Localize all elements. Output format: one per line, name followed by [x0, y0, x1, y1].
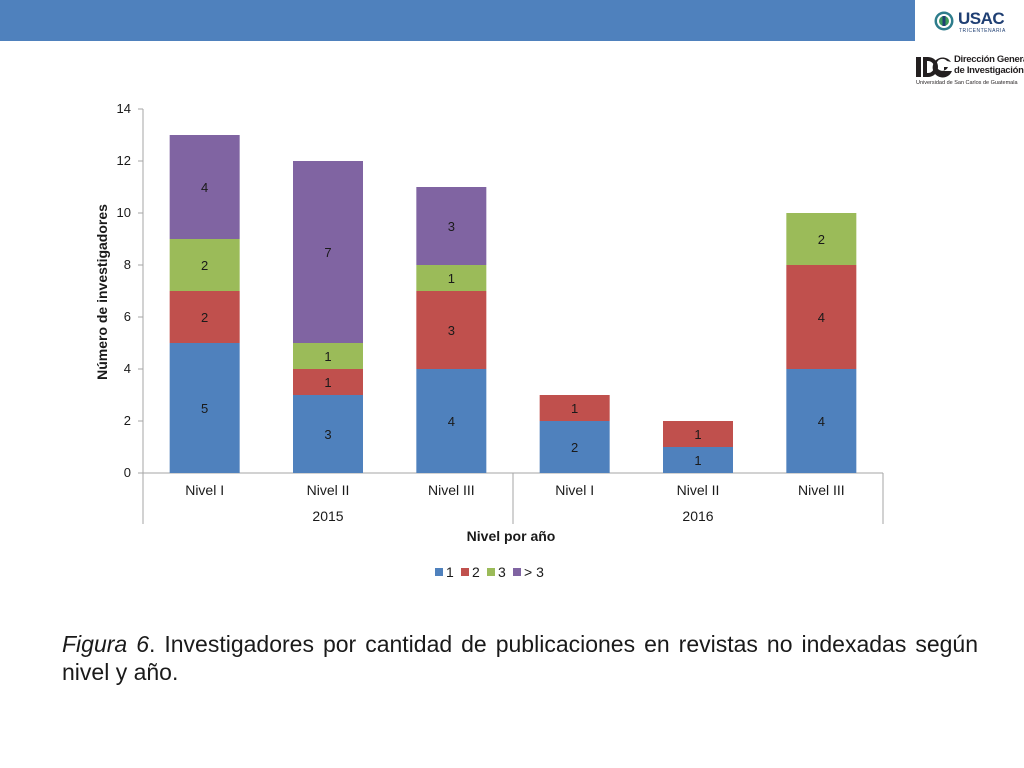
data-label: 1 [694, 427, 701, 442]
data-label: 4 [448, 414, 455, 429]
bar-segment [786, 265, 857, 369]
usac-logo-text: USAC [958, 9, 1005, 28]
legend-swatch [461, 568, 469, 576]
usac-seal-icon [934, 11, 954, 31]
bar-segment [293, 343, 363, 369]
y-tick-label: 2 [124, 413, 131, 428]
y-tick-label: 8 [124, 257, 131, 272]
x-group-label: 2016 [682, 508, 713, 524]
legend-label: > 3 [524, 564, 544, 580]
bar-segment [169, 135, 240, 239]
bar-segment [786, 369, 857, 473]
dgi-logo-line3: Universidad de San Carlos de Guatemala [916, 80, 1018, 86]
figure-label: Figura 6 [62, 631, 149, 657]
dgi-logo: Dirección General de Investigación Unive… [916, 52, 1024, 90]
data-label: 2 [571, 440, 578, 455]
usac-logo-subtitle: TRICENTENARIA [959, 28, 1006, 34]
bar-segment [663, 421, 733, 447]
bar-segment [416, 291, 487, 369]
data-label: 4 [201, 180, 208, 195]
data-label: 3 [324, 427, 331, 442]
data-label: 7 [324, 245, 331, 260]
data-label: 5 [201, 401, 208, 416]
data-label: 1 [324, 375, 331, 390]
x-group-label: 2015 [312, 508, 343, 524]
dgi-mark-icon [916, 57, 952, 78]
bar-segment [416, 265, 487, 291]
bar-segment [663, 447, 733, 473]
y-tick-label: 0 [124, 465, 131, 480]
x-tick-label: Nivel II [677, 482, 720, 498]
y-axis-title: Número de investigadores [94, 204, 110, 380]
data-label: 1 [324, 349, 331, 364]
data-label: 1 [694, 453, 701, 468]
y-tick-label: 4 [124, 361, 131, 376]
bar-segment [169, 291, 240, 343]
bar-segment [539, 421, 610, 473]
dgi-logo-line2: de Investigación [954, 65, 1024, 76]
data-label: 1 [448, 271, 455, 286]
caption-text: . Investigadores por cantidad de publica… [62, 631, 979, 685]
bar-segment [293, 369, 363, 395]
legend-label: 2 [472, 564, 480, 580]
legend-label: 1 [446, 564, 454, 580]
bar-segment [293, 395, 363, 473]
legend-label: 3 [498, 564, 506, 580]
y-tick-label: 14 [117, 101, 131, 116]
x-tick-label: Nivel I [185, 482, 224, 498]
bar-segment [786, 213, 857, 265]
data-label: 1 [571, 401, 578, 416]
data-label: 4 [818, 310, 825, 325]
data-label: 2 [818, 232, 825, 247]
legend-swatch [487, 568, 495, 576]
data-label: 4 [818, 414, 825, 429]
data-label: 2 [201, 310, 208, 325]
legend-swatch [513, 568, 521, 576]
bar-segment [416, 369, 487, 473]
x-tick-label: Nivel III [428, 482, 475, 498]
data-label: 3 [448, 323, 455, 338]
bar-segment [169, 343, 240, 473]
x-tick-label: Nivel III [798, 482, 845, 498]
y-tick-label: 6 [124, 309, 131, 324]
data-label: 2 [201, 258, 208, 273]
dgi-logo-line1: Dirección General [954, 54, 1024, 65]
bar-segment [293, 161, 363, 343]
y-tick-label: 12 [117, 153, 131, 168]
data-label: 3 [448, 219, 455, 234]
y-tick-label: 10 [117, 205, 131, 220]
figure-caption: Figura 6. Investigadores por cantidad de… [62, 630, 978, 686]
bar-segment [539, 395, 610, 421]
x-tick-label: Nivel II [307, 482, 350, 498]
legend-swatch [435, 568, 443, 576]
top-band [0, 0, 915, 41]
x-tick-label: Nivel I [555, 482, 594, 498]
usac-logo: USAC TRICENTENARIA [932, 8, 1022, 38]
bar-segment [416, 187, 487, 265]
x-axis-title: Nivel por año [467, 528, 556, 544]
bar-segment [169, 239, 240, 291]
